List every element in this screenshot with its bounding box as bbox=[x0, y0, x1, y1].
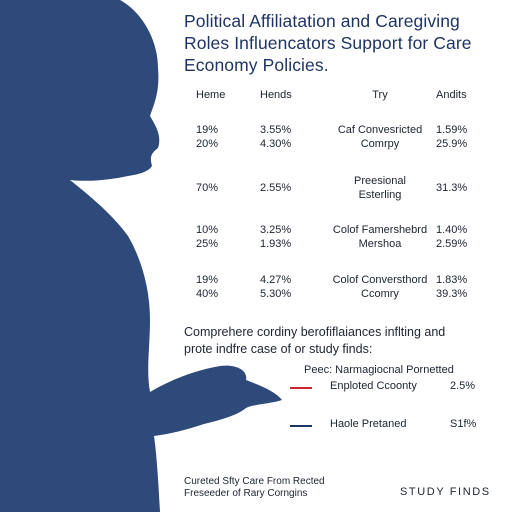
legend-value: 2.5% bbox=[450, 380, 476, 392]
row-cell-hends: 3.55% 4.30% bbox=[260, 124, 292, 150]
row-cell-hends: 4.27% 5.30% bbox=[260, 274, 292, 300]
summary-note: Comprehere cordiny berofiflaiances inflt… bbox=[184, 324, 504, 358]
row-cell-hends: 3.25% 1.93% bbox=[260, 224, 292, 250]
legend-label: Enploted Ccoonty bbox=[330, 380, 417, 392]
row-cell-try: Colof Conversthord Ccomry bbox=[332, 274, 428, 300]
source-line-1: Cureted Sfty Care From Rected bbox=[184, 476, 325, 487]
silhouette-figure bbox=[0, 0, 282, 512]
note-line-1: Comprehere cordiny berofiflaiances inflt… bbox=[184, 325, 446, 339]
header-heme: Heme bbox=[196, 89, 226, 101]
title-line-2: Roles Influencators Support for Care bbox=[184, 33, 472, 53]
legend-value: S1f% bbox=[450, 418, 477, 430]
header-try: Try bbox=[372, 89, 388, 101]
row-cell-try: Preesional Esterling bbox=[354, 175, 406, 201]
row-cell-andits: 1.83% 39.3% bbox=[436, 274, 468, 300]
row-cell-hends: 2.55% bbox=[260, 182, 292, 194]
row-cell-heme: 19% 40% bbox=[196, 274, 219, 300]
row-cell-try: Caf Convesricted Comrpy bbox=[337, 124, 423, 150]
row-cell-andits: 31.3% bbox=[436, 182, 468, 194]
row-cell-heme: 10% 25% bbox=[196, 224, 219, 250]
row-cell-heme: 19% 20% bbox=[196, 124, 219, 150]
header-hends: Hends bbox=[260, 89, 292, 101]
legend-swatch-red bbox=[290, 387, 312, 389]
legend-swatch-navy bbox=[290, 425, 312, 427]
legend-title: Peec: Narmagiocnal Pornetted bbox=[304, 364, 454, 376]
source-line-2: Freseeder of Rary Corngins bbox=[184, 488, 308, 499]
row-cell-andits: 1.40% 2.59% bbox=[436, 224, 468, 250]
row-cell-try: Colof Famershebrd Mershoa bbox=[332, 224, 428, 250]
brand-logo-text: STUDY FINDS bbox=[400, 486, 491, 498]
legend-item: Enploted Ccoonty 2.5% bbox=[290, 380, 490, 394]
legend-label: Haole Pretaned bbox=[330, 418, 407, 430]
page-title: Political Affiliatation and Caregiving R… bbox=[184, 10, 504, 76]
title-line-1: Political Affiliatation and Caregiving bbox=[184, 11, 460, 31]
note-line-2: prote indfre case of or study finds: bbox=[184, 342, 373, 356]
title-line-3: Economy Policies. bbox=[184, 55, 329, 75]
row-cell-heme: 70% bbox=[196, 182, 219, 194]
source-caption: Cureted Sfty Care From Rected Freseeder … bbox=[184, 476, 325, 500]
legend-item: Haole Pretaned S1f% bbox=[290, 418, 490, 432]
header-andits: Andits bbox=[436, 89, 467, 101]
row-cell-andits: 1.59% 25.9% bbox=[436, 124, 468, 150]
